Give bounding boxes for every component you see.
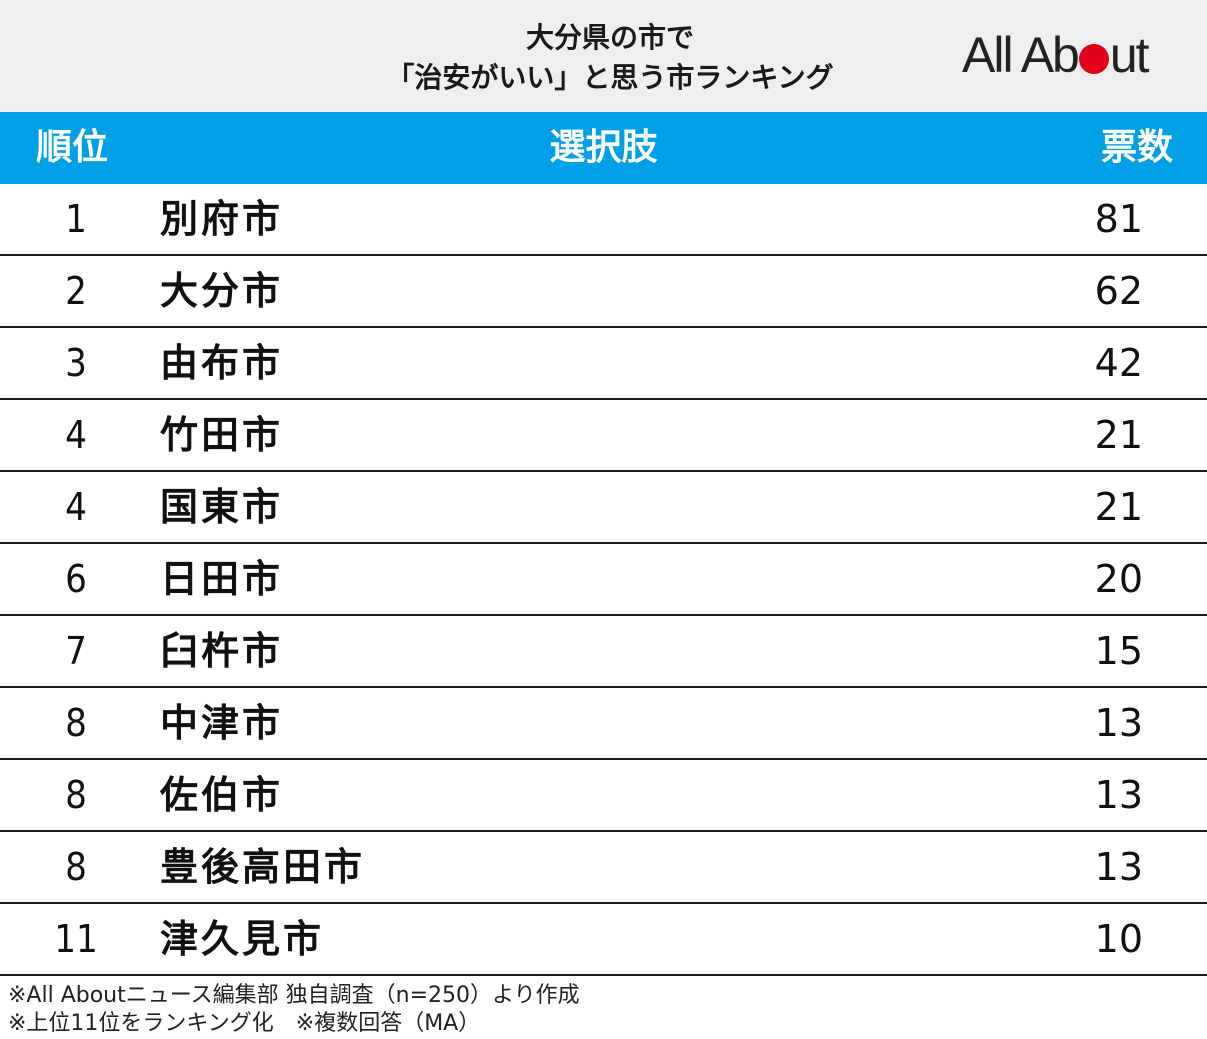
votes-cell: 10 — [1094, 917, 1143, 961]
table-body: 1 別府市 81 2 大分市 62 3 由布市 42 4 竹田市 21 4 国東市 21 6 日田市 20 7 臼杵市… — [0, 184, 1207, 976]
logo-text-after: ut — [1109, 27, 1150, 83]
table-row: 6 日田市 20 — [0, 544, 1207, 616]
header-band — [0, 0, 1207, 112]
city-name-cell: 竹田市 — [160, 413, 284, 457]
table-row: 8 豊後高田市 13 — [0, 832, 1207, 904]
table-row: 8 佐伯市 13 — [0, 760, 1207, 832]
header-rank: 順位 — [36, 127, 109, 168]
votes-cell: 20 — [1094, 557, 1143, 601]
ranking-table: 順位 選択肢 票数 1 別府市 81 2 大分市 62 3 由布市 42 4 竹田市 21 4 国東市 21… — [0, 112, 1207, 976]
votes-cell: 62 — [1094, 269, 1143, 313]
header-choice: 選択肢 — [549, 127, 658, 168]
city-name-cell: 大分市 — [160, 269, 284, 313]
rank-cell: 4 — [65, 485, 87, 529]
rank-cell: 1 — [65, 197, 87, 241]
table-row: 4 竹田市 21 — [0, 400, 1207, 472]
city-name-cell: 別府市 — [160, 197, 284, 241]
city-name-cell: 中津市 — [160, 701, 284, 745]
title-line-1: 大分県の市で — [525, 21, 694, 54]
page-title: 大分県の市で 「治安がいい」と思う市ランキング — [320, 18, 900, 98]
votes-cell: 13 — [1094, 701, 1143, 745]
table-row: 2 大分市 62 — [0, 256, 1207, 328]
rank-cell: 8 — [65, 701, 87, 745]
rank-cell: 2 — [65, 269, 87, 313]
header-votes: 票数 — [1100, 127, 1173, 168]
table-row: 11 津久見市 10 — [0, 904, 1207, 976]
table-row: 3 由布市 42 — [0, 328, 1207, 400]
rank-cell: 8 — [65, 773, 87, 817]
table-row: 4 国東市 21 — [0, 472, 1207, 544]
city-name-cell: 津久見市 — [160, 917, 325, 961]
votes-cell: 21 — [1094, 485, 1143, 529]
rank-cell: 7 — [65, 629, 87, 673]
votes-cell: 42 — [1094, 341, 1143, 385]
table-header: 順位 選択肢 票数 — [0, 112, 1207, 184]
rank-cell: 3 — [65, 341, 87, 385]
votes-cell: 21 — [1094, 413, 1143, 457]
table-row: 1 別府市 81 — [0, 184, 1207, 256]
votes-cell: 13 — [1094, 773, 1143, 817]
footnotes: ※All Aboutニュース編集部 独自調査（n=250）より作成 ※上位11位… — [8, 982, 580, 1038]
rank-cell: 8 — [65, 845, 87, 889]
rank-cell: 6 — [65, 557, 87, 601]
rank-cell: 4 — [65, 413, 87, 457]
city-name-cell: 日田市 — [160, 557, 284, 601]
rank-cell: 11 — [54, 917, 98, 961]
title-line-2: 「治安がいい」と思う市ランキング — [386, 61, 834, 94]
city-name-cell: 国東市 — [160, 485, 284, 529]
votes-cell: 13 — [1094, 845, 1143, 889]
votes-cell: 81 — [1094, 197, 1143, 241]
logo-red-dot-icon — [1078, 44, 1109, 74]
footnote-source: ※All Aboutニュース編集部 独自調査（n=250）より作成 — [8, 983, 580, 1008]
footnote-method: ※上位11位をランキング化 ※複数回答（MA） — [8, 1011, 481, 1036]
city-name-cell: 臼杵市 — [160, 629, 284, 673]
votes-cell: 15 — [1094, 629, 1143, 673]
table-row: 7 臼杵市 15 — [0, 616, 1207, 688]
city-name-cell: 豊後高田市 — [160, 845, 366, 889]
all-about-logo: All Ab ut — [962, 27, 1150, 83]
logo-text-before: All Ab — [962, 27, 1080, 83]
city-name-cell: 佐伯市 — [160, 773, 284, 817]
city-name-cell: 由布市 — [160, 341, 284, 385]
table-row: 8 中津市 13 — [0, 688, 1207, 760]
